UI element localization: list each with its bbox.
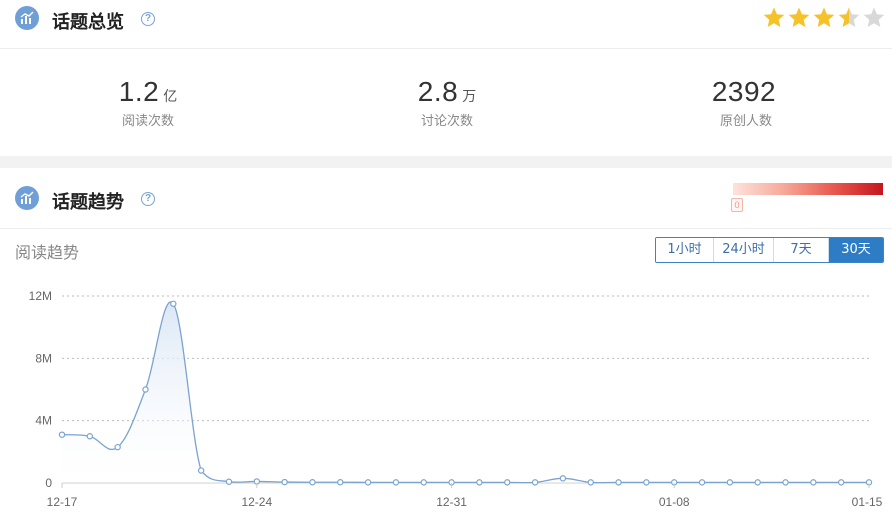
data-point [754, 479, 761, 486]
stat-value: 2392 [711, 76, 777, 107]
x-tick-label: 01-08 [659, 495, 690, 509]
heat-scale-bar [733, 183, 883, 195]
stat-label: 阅读次数 [121, 114, 174, 129]
stat-read-count: 1.2 亿 阅读次数 [48, 76, 248, 129]
trend-header: 话题趋势 ? [0, 178, 892, 218]
x-tick-label: 12-31 [436, 495, 467, 509]
data-point [587, 479, 594, 486]
data-point [476, 479, 483, 486]
data-point [58, 431, 66, 438]
trend-help-icon[interactable]: ? [141, 192, 155, 206]
data-point [782, 479, 789, 486]
data-point [114, 443, 121, 451]
x-tick-label: 12-24 [241, 495, 272, 509]
data-point [504, 479, 511, 486]
overview-title: 话题总览 [52, 12, 124, 33]
data-point [86, 433, 94, 440]
star-icon [813, 7, 835, 27]
stat-discussion-count: 2.8 万 讨论次数 [347, 76, 547, 129]
y-tick-label: 4M [35, 414, 52, 428]
data-point [337, 479, 344, 486]
tab-30d[interactable]: 30天 [829, 238, 883, 262]
trend-divider [0, 228, 892, 229]
stat-label: 讨论次数 [420, 114, 473, 129]
data-point [392, 479, 400, 486]
star-icon [763, 7, 785, 27]
data-point [364, 479, 372, 486]
stat-unit: 亿 [163, 89, 178, 105]
data-point [170, 300, 177, 307]
heat-scale-marker: 0 [731, 198, 743, 212]
data-point [281, 478, 288, 486]
series-area [62, 301, 869, 483]
data-point [698, 479, 706, 486]
data-point [726, 479, 734, 486]
star-icon [863, 7, 885, 27]
overview-help-icon[interactable]: ? [141, 12, 155, 26]
trend-title: 话题趋势 [52, 192, 124, 213]
rating-stars [762, 6, 885, 30]
data-point [643, 479, 650, 486]
data-point [225, 478, 233, 485]
reading-trend-chart: 0 4M 8M 12M 12-17 12-24 12-31 01-08 01-15 [29, 289, 883, 509]
tab-7d[interactable]: 7天 [774, 238, 829, 262]
chart-subtitle: 阅读趋势 [15, 243, 80, 262]
stat-original-authors: 2392 原创人数 [646, 76, 846, 129]
x-tick-label: 12-17 [47, 495, 78, 509]
section-gap [0, 156, 892, 168]
data-point [837, 479, 845, 486]
stat-label: 原创人数 [719, 114, 772, 129]
data-point [559, 475, 567, 482]
data-point [197, 467, 205, 474]
stat-unit: 万 [462, 89, 477, 105]
overview-header: 话题总览 ? [0, 0, 892, 40]
stat-value: 2.8 [417, 76, 459, 107]
data-point [309, 479, 316, 486]
stat-value: 1.2 [118, 76, 160, 107]
time-range-tabs: 1小时 24小时 7天 30天 [655, 237, 884, 263]
star-icon [788, 7, 810, 27]
star-icon [838, 7, 860, 27]
y-tick-label: 8M [35, 351, 52, 365]
data-point [615, 479, 622, 486]
data-point [142, 386, 149, 393]
y-tick-label: 0 [45, 476, 52, 490]
y-tick-label: 12M [29, 289, 52, 303]
data-point [810, 479, 817, 486]
overview-divider [0, 48, 892, 49]
data-point [531, 479, 539, 486]
x-tick-label: 01-15 [852, 495, 883, 509]
chart-icon [15, 6, 39, 30]
tab-24h[interactable]: 24小时 [714, 238, 774, 262]
data-point [420, 479, 427, 486]
chart-icon [15, 186, 39, 210]
tab-1h[interactable]: 1小时 [656, 238, 714, 262]
